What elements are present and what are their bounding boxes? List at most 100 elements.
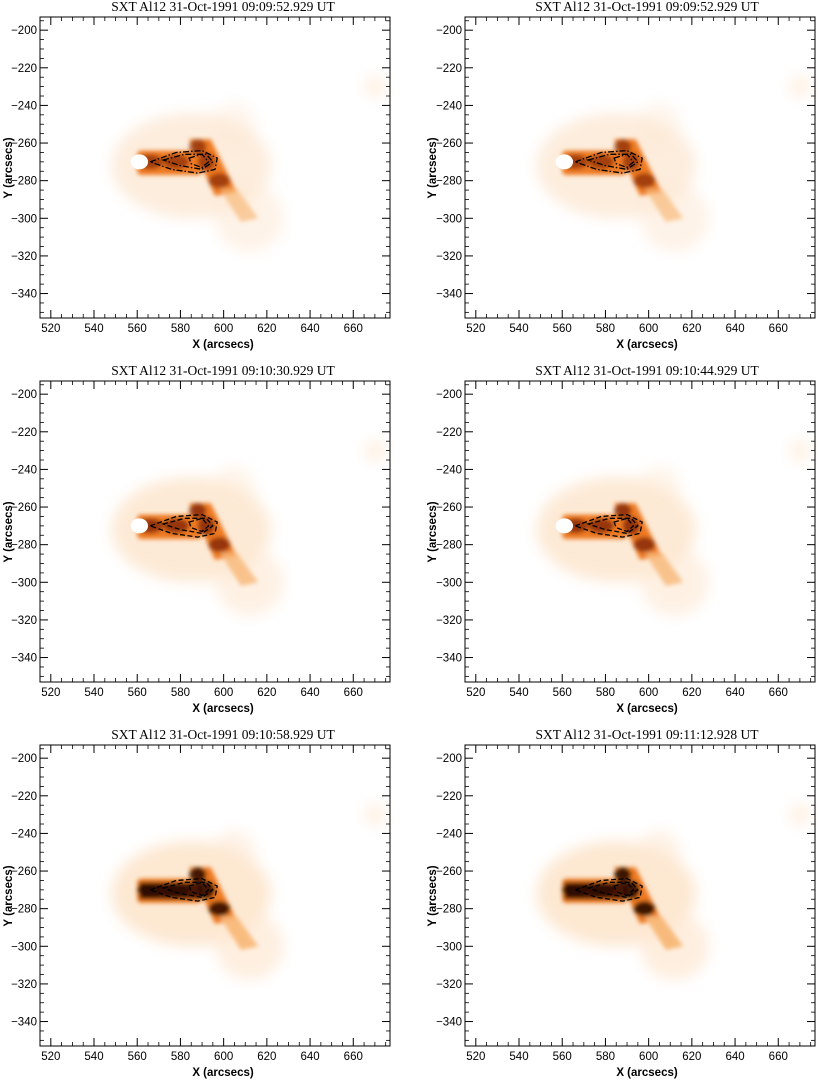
y-tick-label: −300 bbox=[436, 577, 462, 589]
y-tick-label: −280 bbox=[11, 540, 37, 552]
x-axis: 520 540 560 580 600 620 640 660 bbox=[464, 381, 812, 699]
x-tick-label: 540 bbox=[84, 687, 103, 699]
y-axis-label: Y (arcsecs) bbox=[427, 865, 439, 926]
y-tick-label: −340 bbox=[436, 1017, 462, 1029]
x-axis: 520 540 560 580 600 620 640 660 bbox=[464, 745, 812, 1063]
bright-kernel bbox=[163, 154, 190, 170]
loop-tail bbox=[644, 188, 684, 223]
hxr-contours bbox=[573, 149, 643, 174]
x-tick-label: 540 bbox=[509, 323, 528, 335]
x-tick-label: 580 bbox=[171, 323, 190, 335]
x-axis-label: X (arcsecs) bbox=[192, 339, 254, 351]
y-axis: −200 −220 −240 −260 −280 −300 −320 −340 bbox=[11, 384, 390, 677]
x-axis-label: X (arcsecs) bbox=[192, 1067, 254, 1079]
hxr-contours bbox=[148, 877, 218, 902]
y-tick-label: −200 bbox=[436, 25, 462, 37]
x-axis: 520 540 560 580 600 620 640 660 bbox=[39, 381, 387, 699]
y-tick-label: −200 bbox=[436, 389, 462, 401]
y-tick-label: −240 bbox=[436, 100, 462, 112]
y-tick-label: −200 bbox=[11, 25, 37, 37]
panel-title: SXT Al12 31-Oct-1991 09:10:58.929 UT bbox=[111, 727, 335, 742]
y-tick-label: −220 bbox=[436, 63, 462, 75]
panel-3: SXT Al12 31-Oct-1991 09:10:44.929 UT 520… bbox=[427, 363, 816, 715]
x-tick-label: 540 bbox=[84, 1051, 103, 1063]
x-tick-label: 600 bbox=[214, 323, 233, 335]
y-tick-label: −220 bbox=[436, 791, 462, 803]
halo-north bbox=[637, 829, 682, 875]
y-tick-label: −300 bbox=[436, 213, 462, 225]
plot-frame bbox=[39, 16, 391, 319]
x-tick-label: 640 bbox=[300, 687, 319, 699]
sxt-image bbox=[465, 17, 815, 318]
contour-level bbox=[585, 881, 639, 899]
panel-4: SXT Al12 31-Oct-1991 09:10:58.929 UT 520… bbox=[3, 727, 391, 1079]
plot-frame bbox=[464, 380, 816, 683]
bright-kernel bbox=[208, 901, 231, 917]
plot-frame bbox=[464, 16, 816, 319]
x-tick-label: 640 bbox=[725, 323, 744, 335]
y-tick-label: −200 bbox=[11, 753, 37, 765]
y-tick-label: −260 bbox=[436, 502, 462, 514]
y-tick-label: −240 bbox=[436, 828, 462, 840]
hxr-contours bbox=[573, 513, 643, 538]
contour-level bbox=[585, 517, 639, 535]
y-axis-label: Y (arcsecs) bbox=[3, 865, 15, 926]
x-tick-label: 620 bbox=[257, 1051, 276, 1063]
x-tick-label: 580 bbox=[596, 323, 615, 335]
y-tick-label: −200 bbox=[436, 753, 462, 765]
x-tick-label: 560 bbox=[553, 1051, 572, 1063]
bright-kernel bbox=[197, 516, 216, 536]
x-tick-label: 560 bbox=[128, 323, 147, 335]
y-tick-label: −320 bbox=[436, 979, 462, 991]
saturated-pixels bbox=[555, 154, 574, 170]
bright-kernel bbox=[588, 154, 615, 170]
x-tick-label: 640 bbox=[725, 1051, 744, 1063]
x-tick-label: 620 bbox=[682, 1051, 701, 1063]
y-tick-label: −220 bbox=[436, 427, 462, 439]
contour-level bbox=[188, 881, 210, 897]
x-tick-label: 660 bbox=[769, 687, 788, 699]
panel-5: SXT Al12 31-Oct-1991 09:11:12.928 UT 520… bbox=[427, 727, 816, 1079]
x-tick-label: 520 bbox=[466, 323, 485, 335]
x-tick-label: 520 bbox=[466, 687, 485, 699]
panel-2: SXT Al12 31-Oct-1991 09:10:30.929 UT 520… bbox=[3, 363, 391, 715]
y-tick-label: −260 bbox=[436, 866, 462, 878]
panel-title: SXT Al12 31-Oct-1991 09:09:52.929 UT bbox=[111, 0, 335, 14]
y-tick-label: −240 bbox=[11, 464, 37, 476]
y-axis: −200 −220 −240 −260 −280 −300 −320 −340 bbox=[11, 20, 390, 313]
x-tick-label: 580 bbox=[596, 687, 615, 699]
x-axis-label: X (arcsecs) bbox=[192, 703, 254, 715]
sxt-image bbox=[40, 381, 390, 682]
y-axis-label: Y (arcsecs) bbox=[427, 137, 439, 198]
contour-level bbox=[613, 881, 635, 897]
y-axis: −200 −220 −240 −260 −280 −300 −320 −340 bbox=[11, 748, 390, 1041]
y-tick-label: −340 bbox=[436, 653, 462, 665]
y-axis: −200 −220 −240 −260 −280 −300 −320 −340 bbox=[436, 20, 815, 313]
y-tick-label: −260 bbox=[11, 138, 37, 150]
x-axis: 520 540 560 580 600 620 640 660 bbox=[464, 17, 812, 335]
y-tick-label: −320 bbox=[11, 251, 37, 263]
x-tick-label: 520 bbox=[466, 1051, 485, 1063]
x-tick-label: 580 bbox=[171, 1051, 190, 1063]
y-tick-label: −340 bbox=[11, 1017, 37, 1029]
y-tick-label: −320 bbox=[11, 979, 37, 991]
y-tick-label: −320 bbox=[11, 615, 37, 627]
bright-kernel bbox=[614, 139, 632, 155]
halo-edge-source bbox=[364, 439, 386, 462]
y-tick-label: −280 bbox=[436, 904, 462, 916]
x-tick-label: 520 bbox=[41, 323, 60, 335]
plot-frame bbox=[39, 744, 391, 1047]
contour-level bbox=[148, 877, 218, 902]
halo-edge-source bbox=[364, 803, 386, 826]
loop-tail bbox=[644, 916, 684, 951]
y-tick-label: −300 bbox=[11, 213, 37, 225]
contour-level bbox=[573, 877, 643, 902]
y-tick-label: −260 bbox=[436, 138, 462, 150]
sxt-image bbox=[40, 745, 390, 1046]
halo-north bbox=[212, 465, 257, 511]
x-tick-label: 560 bbox=[128, 1051, 147, 1063]
sxt-image bbox=[40, 17, 390, 318]
x-tick-label: 640 bbox=[300, 323, 319, 335]
y-axis-label: Y (arcsecs) bbox=[3, 137, 15, 198]
halo-north bbox=[637, 465, 682, 511]
